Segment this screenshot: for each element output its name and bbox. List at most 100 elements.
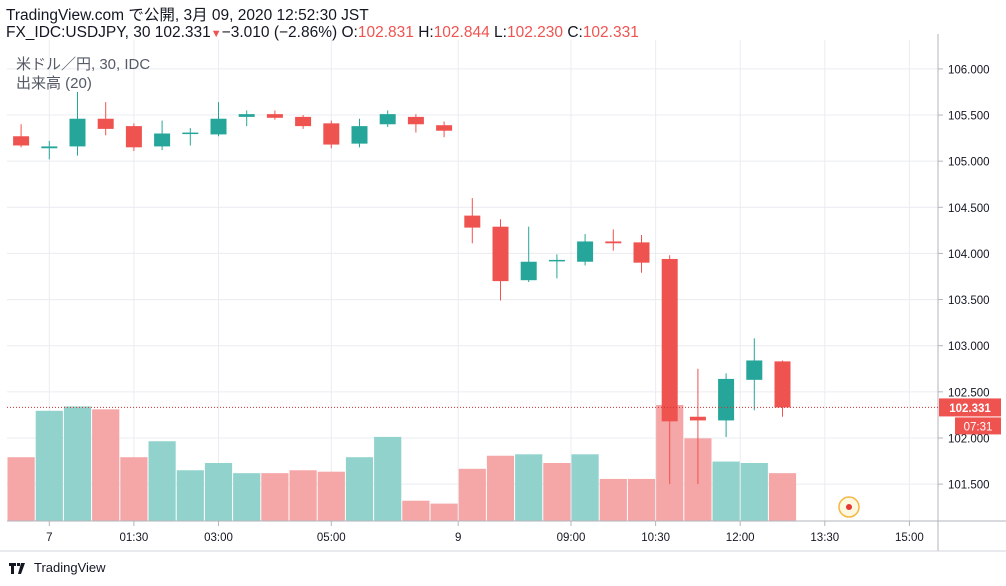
- chart-grid: [7, 40, 938, 521]
- series-legend[interactable]: 米ドル／円, 30, IDC: [16, 56, 151, 73]
- volume-bar: [402, 500, 430, 521]
- last-price-text: 102.331: [154, 24, 211, 41]
- chart-header-published: TradingView.com で公開, 3月 09, 2020 12:52:3…: [6, 7, 369, 25]
- volume-bar: [204, 463, 233, 521]
- candle-body: [238, 114, 255, 117]
- volume-bar: [317, 471, 345, 521]
- candle-body: [182, 132, 199, 135]
- open-label: O:: [341, 24, 358, 41]
- candle-body: [125, 126, 142, 148]
- high-value: 102.844: [433, 24, 490, 41]
- volume-bar: [627, 478, 656, 521]
- volume-bar: [486, 455, 515, 521]
- candle-body: [69, 118, 86, 147]
- close-value: 102.331: [582, 24, 639, 41]
- candle-body: [323, 123, 340, 145]
- x-tick-label: 10:30: [641, 532, 670, 544]
- open-value: 102.831: [357, 24, 414, 41]
- y-tick-label: 105.500: [948, 111, 990, 123]
- x-tick-label: 01:30: [120, 532, 149, 544]
- candle-body: [464, 215, 481, 228]
- candle-body: [633, 242, 650, 263]
- volume-bars: [7, 405, 797, 521]
- realtime-dot-icon: [846, 504, 852, 510]
- candle-body: [492, 226, 509, 282]
- chart-axes: 106.000 105.500 105.000 104.500 104.000 103.5…: [0, 34, 1006, 552]
- candle-body: [774, 361, 791, 408]
- countdown-label: 07:31: [964, 421, 993, 433]
- x-tick-label: 03:00: [204, 532, 233, 544]
- y-tick-label: 104.000: [948, 249, 990, 261]
- high-label: H:: [418, 24, 434, 41]
- published-text: TradingView.com で公開, 3月 09, 2020 12:52:3…: [6, 7, 369, 24]
- candle-body: [577, 241, 594, 262]
- volume-bar: [374, 436, 402, 521]
- low-value: 102.230: [506, 24, 563, 41]
- chart-header-ohlc: FX_IDC:USDJPY, 30 102.331▼−3.010 (−2.86%…: [6, 24, 639, 43]
- candle-body: [407, 116, 424, 125]
- candle-body: [210, 118, 227, 135]
- candle-body: [154, 133, 171, 147]
- volume-bar: [176, 470, 204, 521]
- x-tick-label: 05:00: [317, 532, 346, 544]
- candle-body: [746, 360, 763, 380]
- volume-bar: [120, 457, 148, 521]
- countdown-tag: [955, 417, 1001, 435]
- volume-bar: [543, 463, 571, 521]
- volume-bar: [233, 473, 261, 521]
- symbol-label: FX_IDC:USDJPY, 30: [6, 24, 151, 41]
- x-tick-label: 9: [455, 532, 461, 544]
- candle-body: [718, 378, 735, 421]
- candle-body: [661, 258, 678, 422]
- candle-body: [436, 125, 453, 131]
- y-tick-label: 103.000: [948, 341, 990, 353]
- y-tick-label: 102.000: [948, 433, 990, 445]
- volume-bar: [35, 410, 63, 521]
- candle-body: [689, 416, 706, 421]
- y-tick-label: 103.500: [948, 295, 990, 307]
- volume-bar: [63, 406, 92, 521]
- volume-bar: [458, 468, 486, 521]
- candle-body: [97, 118, 114, 129]
- candle-body: [351, 126, 368, 144]
- x-tick-label: 15:00: [895, 532, 924, 544]
- volume-bar: [740, 463, 768, 521]
- candle-body: [605, 241, 622, 244]
- volume-bar: [515, 454, 543, 521]
- y-tick-label: 102.500: [948, 387, 990, 399]
- candle-body: [295, 116, 312, 127]
- y-tick-label: 105.000: [948, 157, 990, 169]
- candle-body: [266, 114, 283, 118]
- volume-bar: [261, 473, 289, 521]
- x-tick-label: 09:00: [557, 532, 586, 544]
- y-tick-label: 101.500: [948, 480, 990, 492]
- x-tick-label: 13:30: [810, 532, 839, 544]
- x-tick-label: 7: [46, 532, 52, 544]
- y-tick-label: 104.500: [948, 203, 990, 215]
- candle-body: [548, 259, 565, 262]
- down-arrow-icon: ▼: [210, 28, 222, 40]
- volume-bar: [289, 470, 317, 521]
- candle-body: [13, 136, 30, 146]
- volume-bar: [430, 503, 458, 521]
- low-label: L:: [494, 24, 507, 41]
- chart-overlay: 102.331 07:31: [7, 398, 1001, 518]
- footer-brand[interactable]: TradingView: [8, 560, 106, 575]
- volume-bar: [148, 441, 176, 521]
- volume-bar: [599, 478, 627, 521]
- tradingview-logo-icon: [9, 562, 25, 574]
- candles: [13, 91, 791, 485]
- candle-body: [520, 261, 537, 281]
- volume-bar: [571, 454, 599, 521]
- volume-legend[interactable]: 出来高 (20): [16, 75, 92, 92]
- x-tick-label: 12:00: [726, 532, 755, 544]
- last-price-label: 102.331: [949, 403, 991, 415]
- candle-body: [379, 114, 396, 125]
- volume-bar: [7, 457, 35, 521]
- change-text: −3.010 (−2.86%): [221, 24, 338, 41]
- last-price-tag: [939, 398, 1001, 417]
- volume-bar: [768, 473, 797, 521]
- volume-bar: [345, 457, 374, 521]
- footer-brand-label: TradingView: [34, 560, 106, 575]
